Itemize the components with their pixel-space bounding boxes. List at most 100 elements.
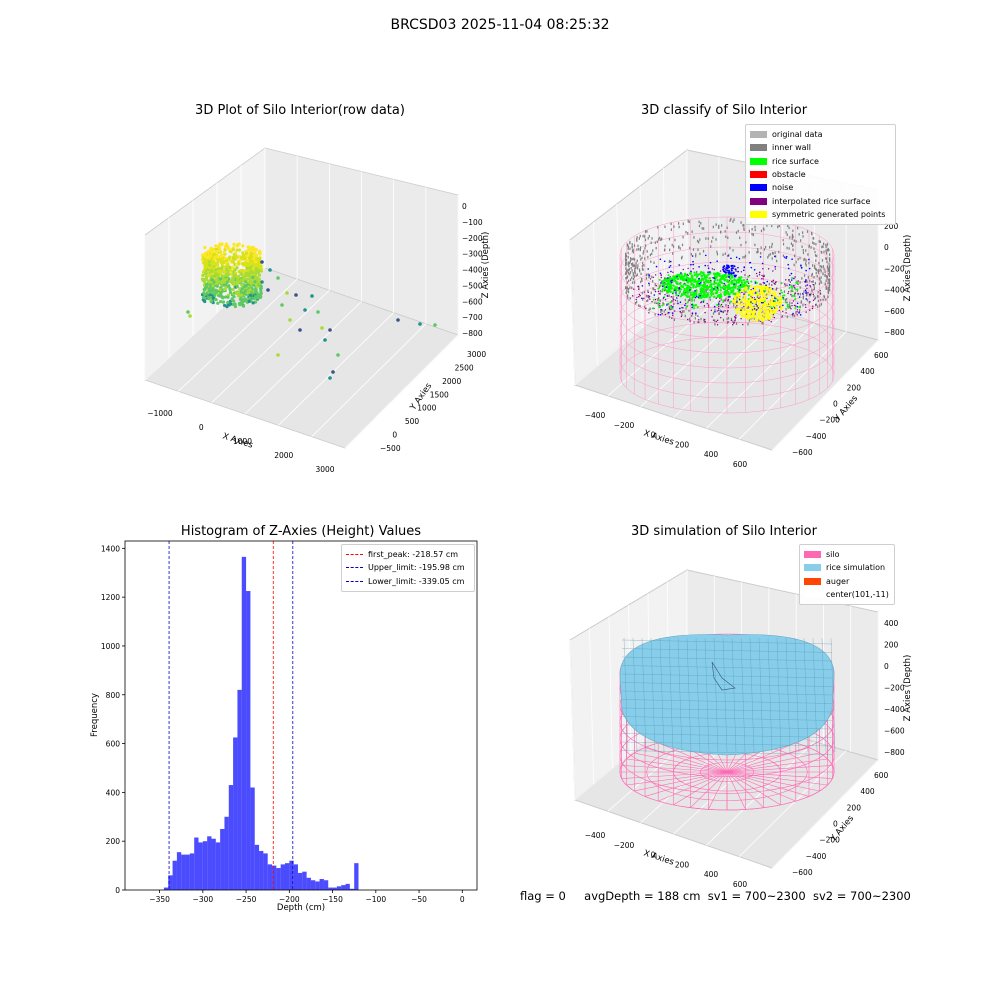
p2-point-rice xyxy=(700,274,704,278)
p2-point-rice xyxy=(703,296,706,299)
p2-point-wall xyxy=(634,271,636,275)
p2-point-wall xyxy=(647,273,649,276)
histogram-bar xyxy=(185,854,190,890)
p2-point-wall xyxy=(682,235,684,239)
p2-point-wall xyxy=(823,267,825,271)
p2-point-wall xyxy=(740,243,742,247)
p2-point-rice xyxy=(794,298,797,301)
p2-point-wall xyxy=(817,290,819,294)
p2-point-wall xyxy=(626,276,628,280)
p2-point-rice xyxy=(715,276,718,279)
surface-mesh xyxy=(740,637,746,753)
p1-point xyxy=(211,284,215,288)
legend-label: Lower_limit: -339.05 cm xyxy=(368,576,465,586)
p2-point-noise xyxy=(734,268,737,271)
p2-point-wall xyxy=(748,251,750,254)
histogram-bar xyxy=(297,872,303,890)
p2-point-interp xyxy=(762,278,764,280)
p1-point xyxy=(235,276,239,281)
p2-point-noise xyxy=(757,307,760,309)
p2-point-wall xyxy=(640,272,642,276)
p2-point-wall xyxy=(640,258,642,261)
p2-point-wall xyxy=(774,251,776,255)
p1-point xyxy=(231,258,235,262)
histogram-bar xyxy=(302,871,307,890)
p2-point-interp xyxy=(762,268,764,270)
p2-point-interp xyxy=(687,274,689,277)
p1-point xyxy=(235,291,239,296)
p2-point-wall xyxy=(646,230,648,233)
p1-x-tick: −1000 xyxy=(147,409,173,418)
p2-point-wall xyxy=(828,285,830,288)
p2-point-rice xyxy=(685,286,689,290)
p2-point-wall xyxy=(772,299,774,302)
p2-point-wall xyxy=(812,241,814,244)
p2-point-rice xyxy=(718,274,721,277)
p2-point-wall xyxy=(698,240,700,244)
legend-swatch xyxy=(750,144,767,152)
p2-point-rice xyxy=(691,283,694,286)
legend-line xyxy=(346,554,363,556)
p2-point-wall xyxy=(810,292,812,296)
p2-point-sym xyxy=(764,301,767,305)
p2-point-wall xyxy=(628,268,630,271)
p2-point-wall xyxy=(631,262,633,266)
histogram-bar xyxy=(224,816,229,890)
p2-point-sym xyxy=(779,296,783,300)
p1-point xyxy=(229,272,233,276)
p2-point-wall xyxy=(715,238,717,241)
legend-swatch xyxy=(804,551,821,559)
p2-point-wall xyxy=(808,261,810,265)
histogram-bar xyxy=(328,887,333,890)
p2-point-interp xyxy=(649,298,651,300)
p1-point xyxy=(202,257,206,261)
p2-point-rice xyxy=(692,305,695,308)
p2-point-rice xyxy=(698,273,702,276)
p2-point-interp xyxy=(734,320,736,322)
p2-point-wall xyxy=(698,220,700,224)
p2-point-interp xyxy=(664,294,666,296)
p2-point-interp xyxy=(785,279,787,281)
p3-ylabel: Frequency xyxy=(90,693,100,737)
p2-point-wall xyxy=(632,250,634,254)
p2-point-wall xyxy=(816,254,818,258)
p2-point-rice xyxy=(730,289,733,292)
p2-point-wall xyxy=(636,248,638,251)
p2-point-wall xyxy=(790,289,792,293)
p2-point-wall xyxy=(784,298,787,302)
p2-point-rice xyxy=(665,289,668,292)
p2-point-wall xyxy=(648,283,650,287)
legend-swatch xyxy=(750,157,767,165)
p2-point-interp xyxy=(809,301,811,303)
p2-point-sym xyxy=(759,306,762,309)
p2-point-rice xyxy=(705,285,709,288)
p2-point-wall xyxy=(676,300,679,303)
p2-point-interp xyxy=(717,307,720,310)
p2-point-wall xyxy=(744,254,747,258)
p2-point-wall xyxy=(803,290,805,293)
surface-mesh xyxy=(621,716,833,721)
p2-point-wall xyxy=(828,257,831,260)
p2-point-wall xyxy=(741,307,743,310)
p4-z-tick: −800 xyxy=(884,748,905,757)
p2-point-noise xyxy=(716,260,718,262)
p2-point-interp xyxy=(679,311,681,313)
p2-point-wall xyxy=(757,250,759,254)
p1-point xyxy=(221,279,225,283)
p1-point xyxy=(205,283,209,287)
p2-point-sym xyxy=(766,306,769,310)
p2-point-noise xyxy=(792,312,794,315)
p2-point-wall xyxy=(760,251,762,255)
legend-label: Upper_limit: -195.98 cm xyxy=(368,563,465,573)
p2-point-wall xyxy=(827,295,829,299)
histogram-bar xyxy=(349,888,355,890)
p2-point-wall xyxy=(792,244,794,248)
p2-point-wall xyxy=(819,264,821,268)
p1-point xyxy=(396,318,400,322)
p2-point-wall xyxy=(671,243,673,247)
p2-point-noise xyxy=(791,258,793,261)
p4-y-tick: −200 xyxy=(819,836,840,845)
p2-point-sym xyxy=(762,292,766,296)
p1-point xyxy=(238,258,242,263)
p2-point-wall xyxy=(811,288,813,292)
